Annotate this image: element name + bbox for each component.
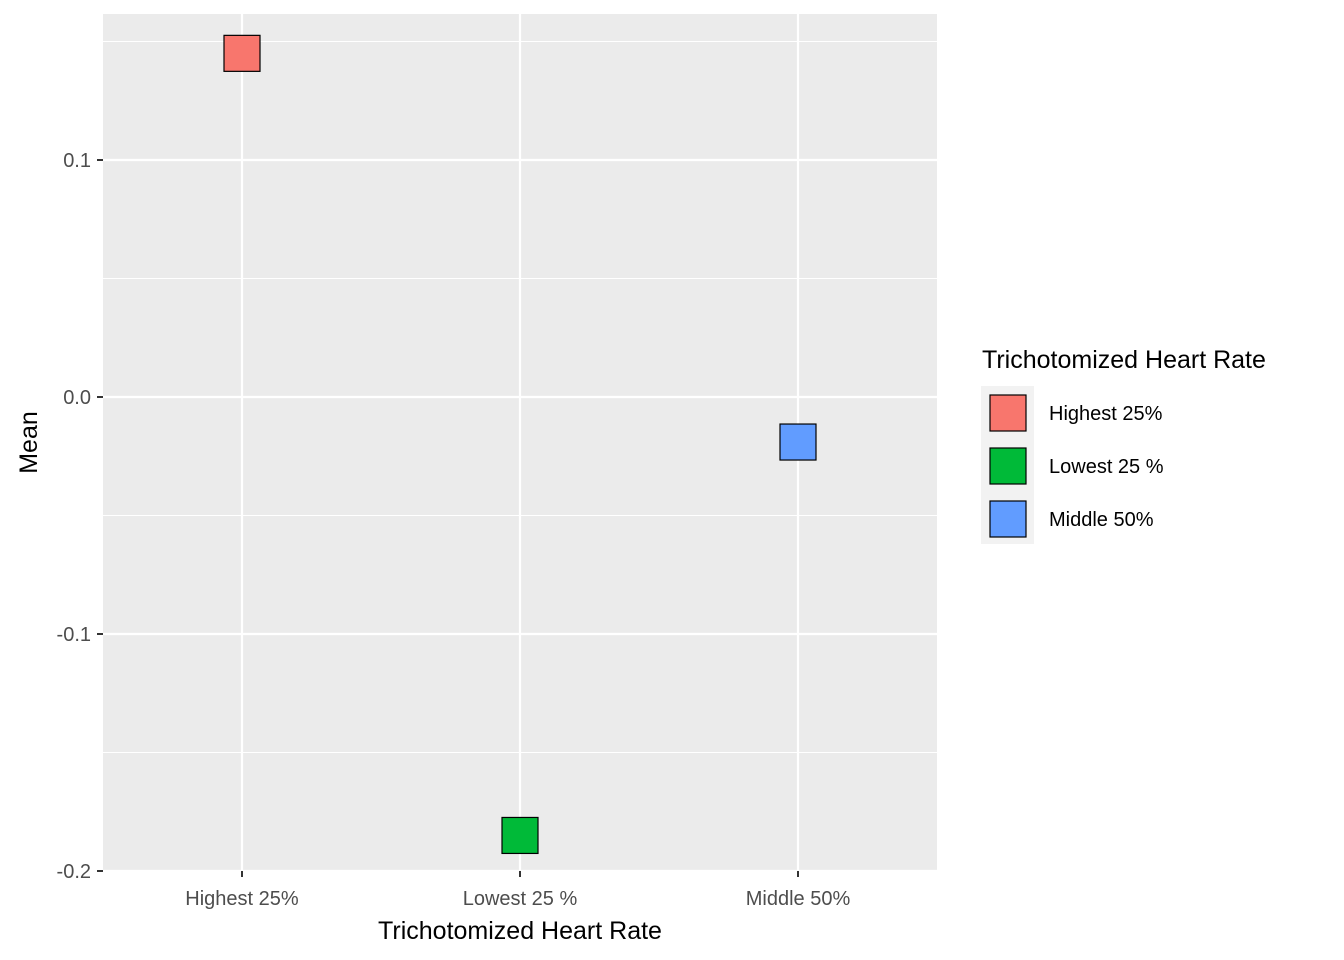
data-points bbox=[223, 34, 817, 855]
legend-title: Trichotomized Heart Rate bbox=[982, 346, 1266, 374]
legend-label: Highest 25% bbox=[1049, 403, 1163, 425]
x-tick-label: Highest 25% bbox=[185, 888, 299, 910]
y-tick-label: -0.1 bbox=[57, 624, 91, 646]
y-tick-label: 0.0 bbox=[63, 387, 91, 409]
legend-label: Lowest 25 % bbox=[1049, 456, 1164, 478]
legend: Trichotomized Heart Rate Highest 25% Lowe… bbox=[981, 346, 1266, 544]
legend-swatch bbox=[989, 500, 1027, 538]
x-axis: Highest 25% Lowest 25 % Middle 50% bbox=[185, 871, 850, 910]
legend-items: Highest 25% Lowest 25 % Middle 50% bbox=[989, 394, 1164, 538]
x-axis-title: Trichotomized Heart Rate bbox=[378, 917, 662, 945]
y-axis-title: Mean bbox=[15, 411, 43, 474]
data-point bbox=[223, 34, 261, 72]
x-tick-label: Lowest 25 % bbox=[463, 888, 578, 910]
legend-label: Middle 50% bbox=[1049, 509, 1154, 531]
data-point bbox=[779, 423, 817, 461]
y-tick-label: 0.1 bbox=[63, 150, 91, 172]
data-point bbox=[501, 816, 539, 855]
y-axis: 0.1 0.0 -0.1 -0.2 bbox=[57, 150, 103, 883]
x-tick-label: Middle 50% bbox=[746, 888, 851, 910]
y-tick-label: -0.2 bbox=[57, 861, 91, 883]
legend-swatch bbox=[989, 394, 1027, 432]
legend-swatch bbox=[989, 447, 1027, 485]
